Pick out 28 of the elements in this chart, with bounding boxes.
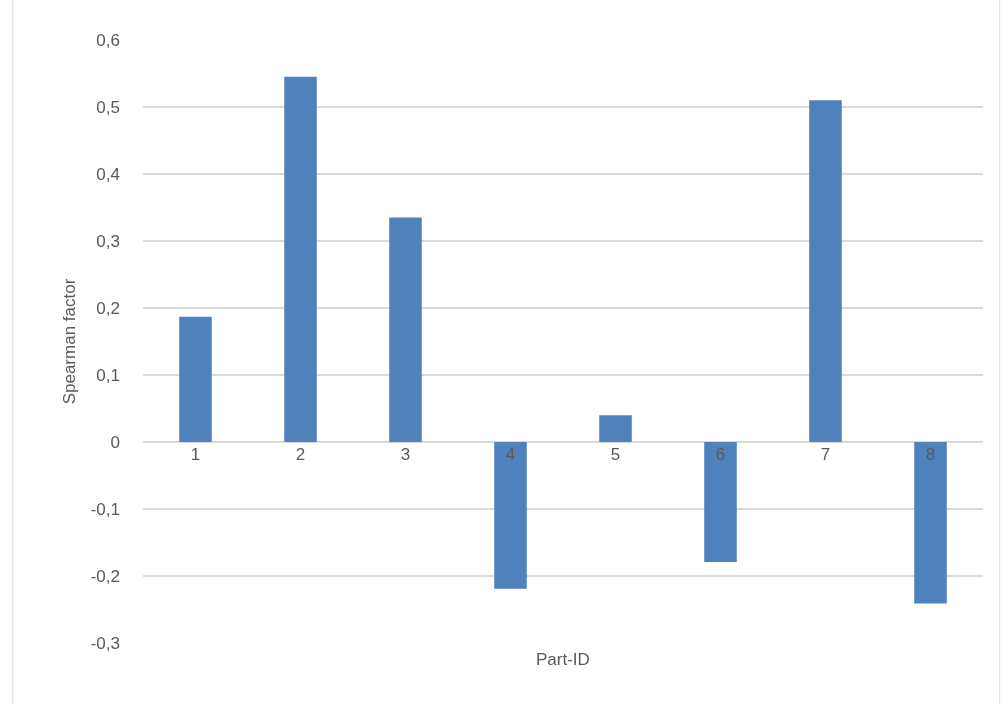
- x-tick-label: 6: [715, 445, 726, 464]
- bar: [179, 316, 212, 442]
- x-tick-label: 1: [190, 445, 201, 464]
- y-tick-label: 0,5: [96, 97, 120, 117]
- x-tick-label: 3: [400, 445, 411, 464]
- bar: [284, 76, 317, 442]
- y-tick-label: 0,6: [96, 30, 120, 50]
- y-tick-label: -0,3: [90, 633, 120, 653]
- y-axis-title: Spearman factor: [60, 278, 80, 405]
- y-tick-label: 0,2: [96, 298, 120, 318]
- x-tick-label: 7: [820, 445, 831, 464]
- bar: [914, 442, 947, 604]
- y-tick-label: -0,1: [90, 499, 120, 519]
- bar: [599, 415, 632, 442]
- x-tick-label: 4: [505, 445, 516, 464]
- x-tick-label: 2: [295, 445, 306, 464]
- y-tick-label: -0,2: [90, 566, 120, 586]
- bar: [704, 442, 737, 562]
- bar: [389, 217, 422, 442]
- bar: [494, 442, 527, 589]
- x-tick-label: 8: [925, 445, 936, 464]
- x-axis-title: Part-ID: [536, 650, 590, 669]
- bar: [809, 100, 842, 442]
- y-tick-label: 0,4: [96, 164, 120, 184]
- x-tick-label: 5: [610, 445, 621, 464]
- y-tick-label: 0,1: [96, 365, 120, 385]
- y-tick-label: 0,3: [96, 231, 120, 251]
- y-tick-label: 0: [110, 432, 120, 452]
